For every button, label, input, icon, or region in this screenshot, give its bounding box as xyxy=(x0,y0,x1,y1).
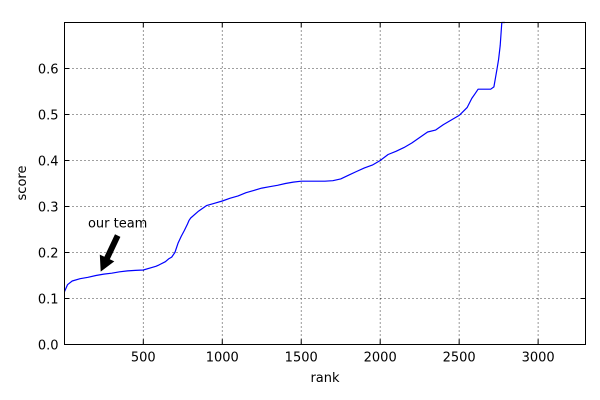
x-tick-label: 1500 xyxy=(285,351,318,366)
y-tick-label: 0.3 xyxy=(38,201,59,216)
grid-layer xyxy=(64,22,586,345)
x-tick-label: 2500 xyxy=(443,351,476,366)
annotation-arrow xyxy=(99,234,121,272)
tick-layer: 500 1000 1500 2000 2500 3000 0.0 0.1 0.2 0.3 0.4 0.… xyxy=(38,22,586,366)
y-tick-label: 0.2 xyxy=(38,247,59,262)
y-tick-label: 0.0 xyxy=(38,339,59,354)
y-axis-label: score xyxy=(15,166,30,201)
score-line xyxy=(63,21,505,292)
x-tick-label: 2000 xyxy=(364,351,397,366)
x-tick-label: 500 xyxy=(131,351,156,366)
y-tick-label: 0.6 xyxy=(38,63,59,78)
line-layer xyxy=(63,21,505,292)
plot-frame xyxy=(64,22,586,345)
y-tick-label: 0.5 xyxy=(38,109,59,124)
annotation-layer: our team xyxy=(88,217,147,272)
x-axis-label: rank xyxy=(310,371,340,386)
x-tick-label: 1000 xyxy=(206,351,239,366)
annotation-text: our team xyxy=(88,217,147,232)
y-tick-label: 0.1 xyxy=(38,293,59,308)
x-tick-label: 3000 xyxy=(522,351,555,366)
y-tick-label: 0.4 xyxy=(38,155,59,170)
